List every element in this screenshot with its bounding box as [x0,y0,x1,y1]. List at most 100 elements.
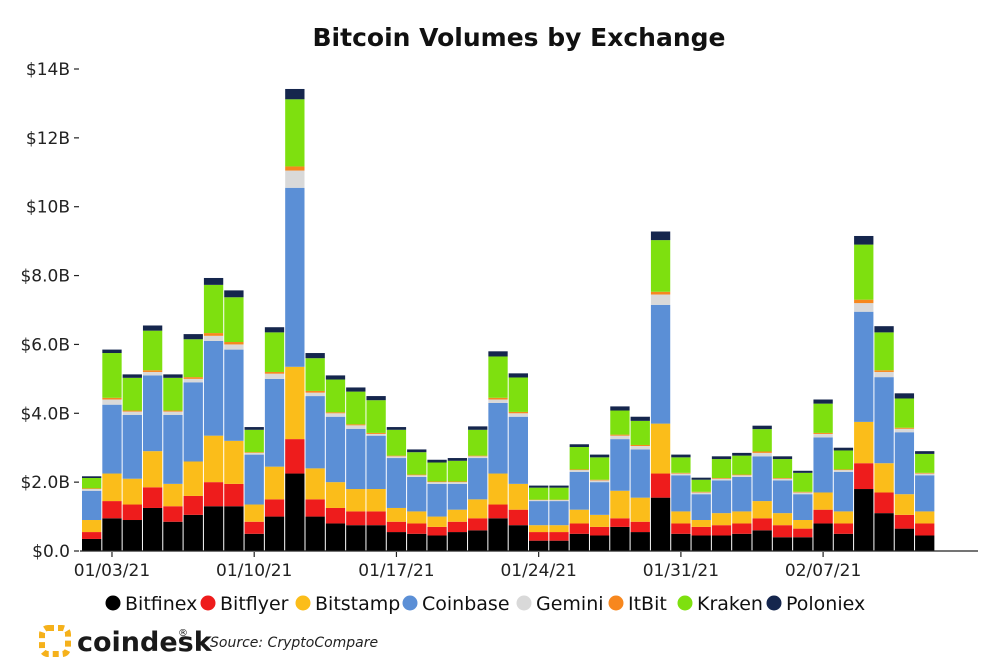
bar-coinbase-26 [610,439,630,491]
bar-itbit-19 [468,455,488,457]
bar-kraken-22 [529,487,549,500]
bar-gemini-33 [752,452,772,457]
bar-gemini-21 [508,413,528,417]
x-tick-label: 01/17/21 [358,561,434,581]
bar-bitfinex-22 [529,540,549,551]
bar-coinbase-2 [122,415,142,479]
bar-bitstamp-15 [386,507,407,522]
bar-coinbase-5 [183,382,203,462]
bar-poloniex-5 [183,334,203,340]
bar-gemini-6 [203,335,224,341]
bar-poloniex-32 [732,452,752,456]
bar-coinbase-11 [305,396,325,469]
bar-coinbase-4 [163,415,183,484]
bar-gemini-23 [549,500,569,502]
coindesk-logo: coindesk ® [39,625,213,658]
bar-bitflyer-40 [894,514,915,529]
bar-kraken-26 [610,410,630,435]
bar-bitfinex-38 [854,489,874,551]
bar-coinbase-33 [752,456,772,502]
bar-kraken-4 [163,377,183,411]
bar-bitstamp-27 [630,497,650,522]
bar-bitfinex-41 [915,535,935,551]
x-axis: 01/03/21 01/10/21 01/17/21 01/24/21 01/31/21… [74,550,978,581]
bar-bitfinex-27 [630,532,650,551]
bar-poloniex-38 [854,235,874,245]
bar-coinbase-10 [285,187,305,367]
bar-coinbase-34 [772,480,793,514]
bar-poloniex-23 [549,485,569,488]
bar-gemini-22 [529,500,549,502]
bar-gemini-12 [325,413,346,417]
bar-bitfinex-16 [407,533,427,551]
bar-gemini-36 [813,433,833,438]
bar-kraken-34 [772,459,793,479]
bar-bitfinex-28 [650,497,671,551]
bar-bitflyer-29 [671,523,691,534]
bar-kraken-36 [813,403,833,433]
bar-kraken-25 [589,457,610,480]
bar-bitstamp-35 [793,520,813,529]
bar-coinbase-7 [224,349,244,441]
bar-bitstamp-25 [589,514,610,527]
bar-bitflyer-18 [447,521,468,533]
bar-coinbase-20 [488,402,508,474]
bar-gemini-11 [305,392,325,397]
bar-bitstamp-21 [508,483,528,510]
bar-bitstamp-5 [183,461,203,496]
bar-bitstamp-17 [427,516,447,527]
bar-bitfinex-10 [285,473,305,551]
bar-bitstamp-36 [813,492,833,510]
bar-itbit-13 [346,424,366,426]
legend-swatch-itbit [608,595,624,611]
bar-gemini-7 [224,344,244,350]
legend-swatch-coinbase [402,595,418,611]
bar-gemini-29 [671,473,691,476]
bar-gemini-25 [589,480,610,483]
bar-itbit-14 [366,432,386,434]
bar-coinbase-36 [813,437,833,493]
bar-gemini-1 [102,399,122,405]
bar-gemini-13 [346,425,366,429]
bar-kraken-14 [366,400,386,433]
bar-gemini-32 [732,475,752,477]
bar-coinbase-1 [102,404,122,474]
bar-kraken-0 [82,478,102,489]
bar-bitfinex-15 [386,532,407,551]
bar-bitflyer-14 [366,511,386,526]
bar-bitstamp-18 [447,509,468,522]
bar-coinbase-32 [732,476,752,512]
bar-kraken-12 [325,379,346,413]
bar-coinbase-17 [427,483,447,517]
bar-poloniex-31 [711,456,732,460]
y-tick-label: $4.0B [20,404,70,424]
bar-coinbase-35 [793,494,813,521]
bar-coinbase-3 [142,375,163,452]
bar-itbit-18 [447,481,468,483]
bar-kraken-23 [549,487,569,500]
bar-bitstamp-10 [285,366,305,440]
bar-bitstamp-7 [224,440,244,484]
bar-bitflyer-37 [833,523,854,534]
bar-kraken-31 [711,459,732,479]
bar-itbit-37 [833,469,854,471]
bar-coinbase-30 [691,494,711,521]
bar-bitstamp-3 [142,451,163,488]
bar-kraken-8 [244,429,264,453]
bar-bitstamp-23 [549,525,569,533]
bar-bitflyer-41 [915,523,935,536]
legend-swatch-kraken [677,595,693,611]
bar-itbit-38 [854,299,874,304]
bar-bitstamp-9 [264,466,285,500]
bar-itbit-11 [305,390,325,393]
bar-bitfinex-8 [244,533,264,551]
bar-bitstamp-40 [894,494,915,515]
bar-gemini-0 [82,489,102,491]
bar-bitfinex-25 [589,535,610,551]
bar-bitfinex-32 [732,533,752,551]
bar-bitstamp-33 [752,501,772,519]
bar-poloniex-39 [874,326,894,333]
bar-bitflyer-31 [711,525,732,536]
bar-coinbase-12 [325,416,346,483]
bar-gemini-26 [610,435,630,440]
